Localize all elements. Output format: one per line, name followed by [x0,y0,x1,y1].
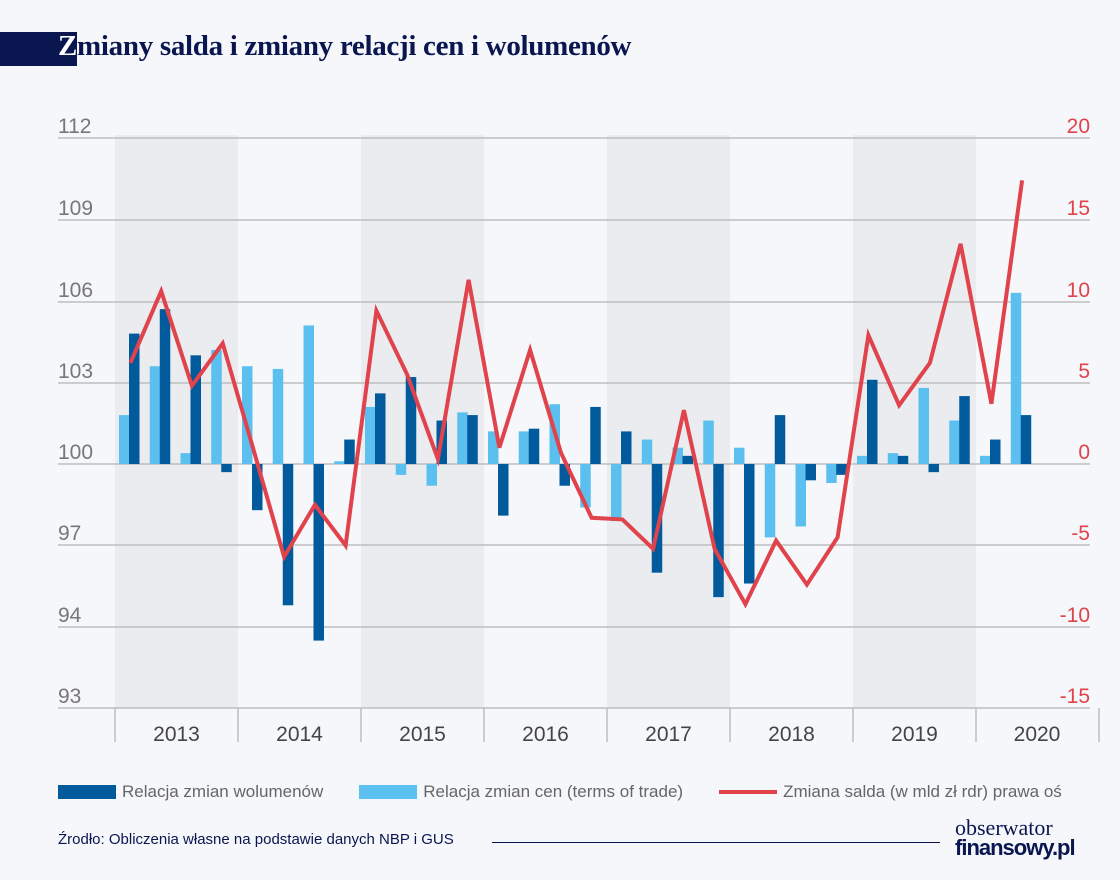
left-axis-tick-label: 106 [58,279,93,302]
bar-volume [590,406,601,464]
divider [492,842,940,843]
left-axis-tick-label: 97 [58,522,81,545]
bar-volume [559,464,570,486]
legend-item-volume: Relacja zmian wolumenów [58,782,323,802]
year-label: 2018 [768,723,815,746]
legend: Relacja zmian wolumenów Relacja zmian ce… [58,782,1098,802]
bar-prices [119,415,130,464]
year-label: 2016 [522,723,569,746]
bar-volume [159,309,171,464]
bar-volume [282,464,294,606]
bar-volume [805,464,816,481]
bar-prices [211,349,222,464]
bar-prices [764,464,776,538]
bar-prices [395,464,407,475]
left-axis-tick-label: 109 [58,197,93,220]
bar-prices [457,412,468,464]
bar-prices [980,455,991,464]
right-axis-tick-label: 20 [1067,115,1090,138]
left-axis-tick-label: 94 [58,604,82,627]
bar-prices [180,453,191,464]
legend-item-prices: Relacja zmian cen (terms of trade) [359,782,683,802]
bar-volume [344,439,355,464]
bar-volume [959,396,970,464]
bar-prices [365,406,376,464]
bar-prices [149,366,161,464]
bar-volume [221,464,232,473]
bar-prices [918,387,929,464]
year-label: 2019 [891,723,938,746]
bar-prices [611,464,622,522]
right-axis-tick-label: -10 [1060,604,1090,627]
legend-swatch-prices [359,785,418,799]
left-axis-tick-label: 112 [58,115,91,138]
bar-volume [190,355,201,464]
bar-prices [703,420,714,464]
chart: 112 20 109 15 106 10 103 5 100 0 97 -5 94 -10 93 -15 201… [58,115,1100,746]
bar-volume [928,464,939,473]
bar-volume [528,428,540,464]
source-note: Źrodło: Obliczenia własne na podstawie d… [58,831,454,848]
legend-swatch-volume [58,785,116,799]
bar-prices [826,464,837,484]
right-axis-tick-label: 10 [1067,279,1090,302]
logo: obserwator finansowy.pl [955,815,1076,860]
bar-volume [867,379,878,464]
bar-prices [795,464,806,527]
bar-prices [580,464,591,508]
balance-line [128,180,1025,609]
bar-prices [641,439,653,464]
bar-volume [375,393,386,464]
bar-volume [313,464,324,641]
right-axis-tick-label: -15 [1060,685,1090,708]
bar-volume [621,431,632,464]
year-label: 2014 [276,723,323,746]
bar-volume [129,333,140,464]
bar-prices [672,447,683,464]
left-axis-tick-label: 103 [58,360,93,383]
bar-prices [488,431,499,464]
bar-prices [426,464,437,486]
bar-prices [272,368,284,464]
legend-swatch-balance [719,790,778,794]
year-label: 2015 [399,723,446,746]
title-accent-bar [0,32,77,66]
bar-volume [836,464,847,475]
bar-prices [857,455,868,464]
bar-volume [774,415,786,464]
right-axis-tick-label: 5 [1078,360,1090,383]
bar-volume [713,464,724,598]
right-axis-tick-label: 15 [1067,197,1090,220]
right-axis-tick-label: 0 [1078,441,1090,464]
left-axis-tick-label: 93 [58,685,81,708]
bar-prices [887,453,899,464]
year-label: 2017 [645,723,692,746]
year-label: 2020 [1014,723,1061,746]
bar-prices [303,325,314,464]
bar-prices [1010,292,1022,464]
chart-title: Zmiany salda i zmiany relacji cen i wolu… [58,30,632,62]
bar-volume [744,464,755,584]
bar-volume [498,464,509,516]
bar-volume [990,439,1001,464]
bar-prices [734,447,745,464]
bar-prices [242,366,253,464]
bar-prices [518,431,530,464]
year-label: 2013 [153,723,200,746]
bar-prices [949,420,960,464]
bar-volume [682,455,693,464]
bar-volume [467,415,478,464]
bar-volume [405,377,417,464]
bar-volume [252,464,263,511]
bar-volume [651,464,663,573]
left-axis-tick-label: 100 [58,441,93,464]
legend-item-balance: Zmiana salda (w mld zł rdr) prawa oś [719,782,1062,802]
bar-volume [897,455,909,464]
bar-prices [334,461,345,464]
bar-volume [1020,415,1032,464]
right-axis-tick-label: -5 [1071,522,1090,545]
